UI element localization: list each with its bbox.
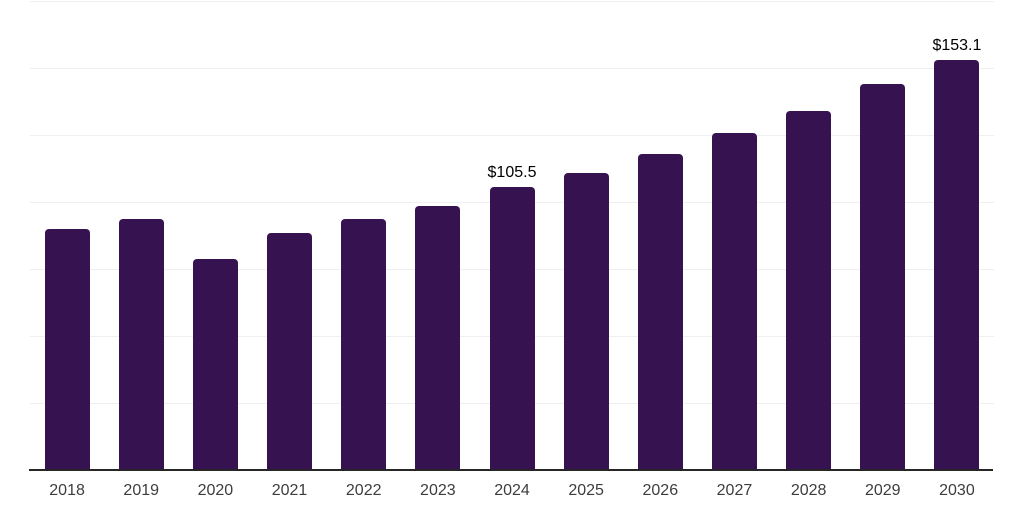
x-axis-tick-label-2026: 2026 [642,482,679,499]
x-axis-tick-label-2024: 2024 [494,482,530,499]
bar-value-label-2024: $105.5 [487,164,537,182]
bar-2019 [118,218,164,470]
bar-2018 [44,228,90,470]
bar-2024 [489,187,535,470]
bar-2030 [934,59,980,470]
gridline [30,68,994,69]
bar-2027 [711,133,757,470]
bar-2020 [192,259,238,470]
x-axis-tick-label-2020: 2020 [197,482,234,499]
gridline [30,1,994,2]
bar-2023 [415,205,461,470]
x-axis-tick-label-2030: 2030 [939,482,975,499]
x-axis-tick-label-2025: 2025 [568,482,604,499]
bar-value-label-2030: $153.1 [932,36,982,54]
x-axis-tick-label-2029: 2029 [864,482,901,499]
bar-2022 [341,219,387,470]
bar-2025 [563,173,609,470]
gridline [30,135,994,136]
x-axis-tick-label-2018: 2018 [49,482,85,499]
bar-2021 [267,233,313,470]
bar-2029 [860,84,906,470]
x-axis-tick-label-2027: 2027 [716,482,753,499]
x-axis-tick-label-2023: 2023 [420,482,456,499]
x-axis-tick-label-2019: 2019 [123,482,160,499]
bar-2028 [786,110,832,470]
x-axis-tick-label-2028: 2028 [790,482,827,499]
plot-area: $105.5 $153.1 [30,1,994,470]
x-axis-tick-label-2021: 2021 [271,482,308,499]
x-axis-line [29,469,993,471]
x-axis-tick-label-2022: 2022 [345,482,382,499]
bar-2026 [637,154,683,470]
